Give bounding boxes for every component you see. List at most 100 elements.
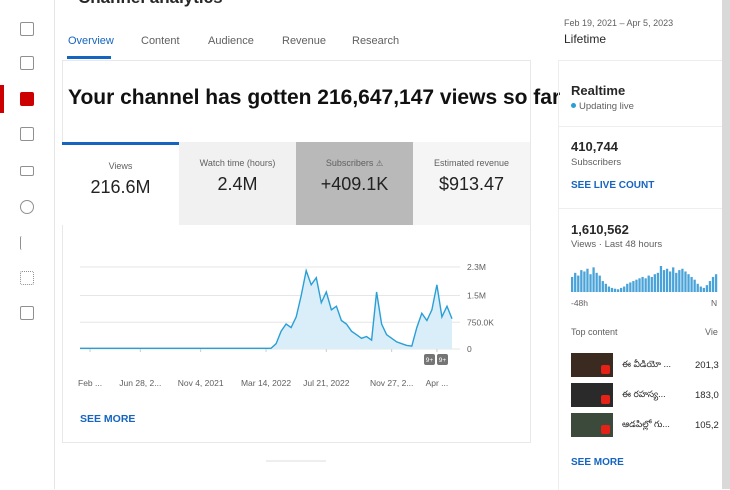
annotation-badge: [424, 354, 435, 365]
customization-icon[interactable]: [20, 271, 34, 285]
divider: [558, 126, 722, 127]
metric-tab[interactable]: Views 216.6M: [62, 142, 179, 225]
realtime-bar: [604, 283, 607, 292]
realtime-bar: [662, 270, 666, 292]
content-title[interactable]: ఆడపిల్లో గు...: [622, 419, 670, 429]
y-tick-label: 2.3M: [467, 262, 486, 272]
audio-icon[interactable]: [20, 306, 34, 320]
metric-tab[interactable]: Watch time (hours) 2.4M: [179, 142, 296, 225]
metric-value: 216.6M: [90, 177, 151, 197]
realtime-bar: [620, 287, 623, 292]
realtime-bar: [601, 281, 604, 292]
realtime-bar: [595, 272, 598, 292]
realtime-bar: [650, 276, 653, 292]
realtime-bar: [696, 283, 699, 292]
earn-icon[interactable]: [20, 236, 34, 250]
realtime-bar: [705, 285, 709, 292]
realtime-bar: [635, 279, 638, 292]
see-live-count[interactable]: SEE LIVE COUNT: [571, 180, 655, 191]
realtime-bar: [607, 286, 611, 292]
see-more[interactable]: SEE MORE: [571, 457, 624, 468]
realtime-bar: [613, 288, 617, 292]
content-title[interactable]: ఈ వీడియో ...: [622, 359, 671, 369]
content-icon[interactable]: [20, 56, 34, 70]
date-range[interactable]: Feb 19, 2021 – Apr 5, 2023: [564, 18, 674, 28]
metric-tab[interactable]: Estimated revenue $913.47: [413, 142, 530, 225]
analytics-icon[interactable]: [20, 92, 34, 106]
realtime-bar: [675, 272, 678, 292]
tab[interactable]: Audience: [208, 35, 254, 47]
metric-value: +409.1K: [320, 174, 389, 194]
realtime-bar: [626, 283, 629, 292]
realtime-bar: [589, 274, 592, 292]
warning-icon: ⚠: [375, 159, 384, 168]
dashboard-icon[interactable]: [20, 22, 34, 36]
thumbnail[interactable]: [571, 383, 613, 407]
realtime-bar: [586, 268, 589, 292]
tab[interactable]: Research: [352, 35, 400, 47]
x-tick-label: Apr ...: [426, 378, 449, 388]
realtime-bar: [708, 281, 712, 292]
realtime-bar: [702, 287, 705, 292]
x-tick-label: Jun 28, 2...: [119, 378, 161, 388]
metric-label: Estimated revenue: [433, 158, 510, 168]
realtime-bar: [678, 270, 681, 292]
content-views: 183,0: [695, 390, 719, 401]
y-tick-label: 0: [467, 344, 472, 354]
realtime-bar: [623, 286, 626, 292]
see-more[interactable]: SEE MORE: [80, 413, 136, 425]
realtime-bar: [693, 279, 696, 292]
divider: [558, 208, 722, 209]
metric-tab[interactable]: Subscribers ⚠ +409.1K: [296, 142, 413, 225]
realtime-bar: [577, 275, 580, 292]
content-views: 201,3: [695, 360, 719, 371]
views-count: 1,610,562: [571, 222, 629, 237]
annotation: 9+: [426, 357, 434, 364]
thumbnail[interactable]: [571, 413, 613, 437]
copyright-icon[interactable]: [20, 200, 34, 214]
realtime-bar: [714, 274, 718, 292]
realtime-bar: [616, 289, 620, 292]
realtime-bar: [629, 282, 632, 292]
tab[interactable]: Overview: [68, 35, 114, 47]
line: [80, 267, 453, 349]
realtime-bar: [684, 271, 687, 292]
realtime-bar: [598, 275, 601, 292]
realtime-bar: [687, 274, 690, 292]
realtime-bar: [610, 287, 614, 292]
realtime-bar: [659, 266, 663, 292]
active-indicator: [0, 85, 4, 113]
thumbnail[interactable]: [571, 353, 613, 377]
period[interactable]: Lifetime: [564, 32, 607, 46]
metric-label: Subscribers ⚠: [296, 158, 413, 168]
realtime-bar: [647, 275, 650, 292]
comments-icon[interactable]: [20, 127, 34, 141]
realtime-bar: [580, 270, 583, 292]
tab[interactable]: Revenue: [282, 35, 327, 47]
tab[interactable]: Content: [141, 35, 180, 47]
page-title: Channel analytics: [78, 0, 223, 8]
metric-label: Watch time (hours): [199, 158, 276, 168]
content-title[interactable]: ఈ రహస్య...: [622, 389, 666, 399]
y-tick-label: 1.5M: [467, 291, 486, 301]
y-tick-label: 750.0K: [467, 317, 494, 327]
headline: Your channel has gotten 216,647,147 view…: [68, 86, 561, 109]
subtitles-icon[interactable]: [20, 166, 34, 176]
scrollbar[interactable]: [722, 0, 730, 489]
realtime-status: Updating live: [571, 101, 634, 112]
realtime-bar: [672, 267, 675, 292]
realtime-panel: [558, 60, 723, 490]
top-content-label: Top content: [571, 327, 618, 337]
x-tick-label: Jul 21, 2022: [303, 378, 350, 388]
subscriber-label: Subscribers: [571, 157, 622, 168]
realtime-bar: [690, 276, 693, 292]
realtime-bar: [574, 272, 577, 292]
divider: [266, 460, 326, 462]
realtime-bar: [681, 268, 684, 292]
realtime-bar: [641, 276, 644, 292]
realtime-bar: [644, 278, 647, 292]
realtime-title: Realtime: [571, 83, 626, 98]
content-views: 105,2: [695, 420, 719, 431]
